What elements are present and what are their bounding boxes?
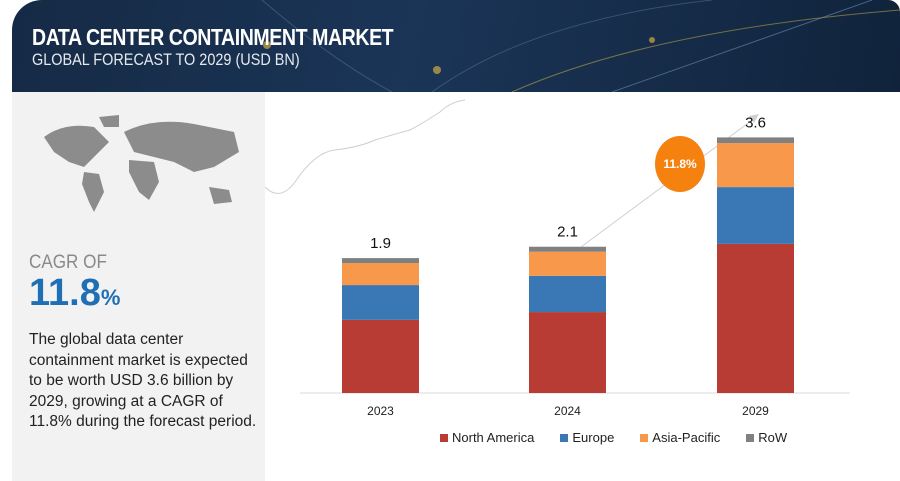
total-label-2023: 1.9 — [370, 235, 391, 252]
growth-arrow-head — [749, 114, 759, 123]
cagr-value: 11.8% — [29, 272, 120, 315]
cagr-unit: % — [100, 285, 121, 310]
legend-item: Asia-Pacific — [640, 430, 720, 445]
bar-segment-row-2024 — [529, 246, 606, 252]
legend-item: RoW — [746, 430, 787, 445]
header-banner: DATA CENTER CONTAINMENT MARKET GLOBAL FO… — [12, 0, 900, 92]
page-title: DATA CENTER CONTAINMENT MARKET — [32, 24, 394, 50]
x-tick-label-2023: 2023 — [367, 404, 394, 418]
legend-item: Europe — [560, 430, 614, 445]
stacked-bar-chart: 1.9 2023 2.1 2024 3.6 2029 — [265, 99, 850, 418]
bar-segment-asia-pacific-2024 — [529, 251, 606, 276]
legend-swatch — [440, 433, 448, 442]
legend-item: North America — [440, 430, 534, 445]
x-tick-label-2024: 2024 — [554, 404, 581, 418]
bar-segment-europe-2023 — [342, 285, 419, 320]
summary-description: The global data center containment marke… — [29, 331, 257, 430]
bar-segment-row-2023 — [342, 258, 419, 264]
bar-segment-north-america-2023 — [342, 319, 419, 393]
legend-swatch — [640, 433, 649, 442]
legend-label: Europe — [572, 430, 615, 445]
decorative-curve — [265, 99, 466, 194]
bar-segment-asia-pacific-2029 — [717, 143, 794, 188]
legend-label: North America — [452, 430, 535, 445]
legend-swatch — [560, 433, 569, 442]
bar-segment-north-america-2024 — [529, 312, 606, 393]
bar-segment-europe-2024 — [529, 275, 606, 313]
bar-segment-asia-pacific-2023 — [342, 263, 419, 286]
chart-legend: North America Europe Asia-Pacific RoW — [440, 430, 787, 445]
total-label-2024: 2.1 — [557, 224, 578, 241]
cagr-badge: 11.8% — [655, 136, 705, 192]
world-map-icon — [44, 115, 239, 212]
x-tick-label-2029: 2029 — [742, 404, 769, 418]
summary-panel: CAGR OF 11.8% The global data center con… — [12, 92, 265, 481]
bar-segment-europe-2029 — [717, 187, 794, 244]
cagr-label: CAGR OF — [29, 252, 107, 273]
header-background-lights — [261, 0, 900, 92]
legend-label: RoW — [758, 430, 788, 445]
bar-segment-north-america-2029 — [717, 243, 794, 393]
cagr-number: 11.8 — [29, 272, 101, 314]
total-label-2029: 3.6 — [745, 114, 766, 131]
legend-swatch — [746, 433, 755, 442]
bar-segment-row-2029 — [717, 137, 794, 144]
page-subtitle: GLOBAL FORECAST TO 2029 (USD BN) — [32, 50, 300, 69]
legend-label: Asia-Pacific — [652, 430, 721, 445]
